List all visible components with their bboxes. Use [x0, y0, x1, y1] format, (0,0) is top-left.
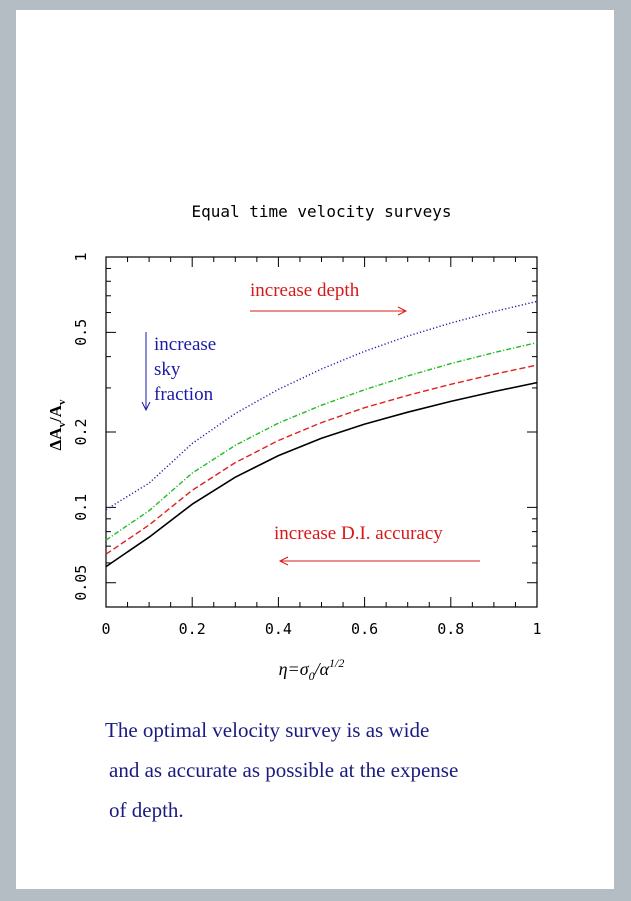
x-tick-label: 1 [532, 620, 541, 638]
y-tick-label: 1 [72, 252, 90, 261]
accuracy-arrow-head [278, 556, 289, 566]
series-line-3 [105, 364, 538, 555]
x-tick-label: 0.2 [179, 620, 206, 638]
x-tick-label: 0.6 [351, 620, 378, 638]
x-tick-label: 0 [101, 620, 110, 638]
depth-arrow-head [397, 306, 408, 316]
x-tick-label: 0.8 [437, 620, 464, 638]
y-tick-label: 0.05 [72, 565, 90, 601]
chart: Equal time velocity surveys 0 0.2 0.4 0.6 0.8… [46, 202, 542, 683]
caption-line-2: and as accurate as possible at the expen… [109, 758, 459, 782]
plot-frame [105, 256, 538, 608]
annotation-sky-line-1: increase [154, 334, 216, 355]
series-line-2 [105, 341, 538, 541]
y-tick-label: 0.5 [72, 319, 90, 346]
x-axis-label: η=σ0/α1/2 [279, 656, 345, 683]
caption-line-3: of depth. [109, 798, 184, 822]
annotation-sky-line-3: fraction [154, 384, 214, 405]
y-axis-label: ΔAv/Av [46, 399, 68, 450]
x-tick-label: 0.4 [265, 620, 292, 638]
chart-title: Equal time velocity surveys [191, 202, 451, 221]
annotation-increase-depth: increase depth [250, 280, 360, 301]
y-tick-label: 0.1 [72, 494, 90, 521]
sky-arrow-head [141, 401, 151, 412]
page: Equal time velocity surveys 0 0.2 0.4 0.6 0.8… [16, 10, 614, 889]
annotation-increase-accuracy: increase D.I. accuracy [274, 523, 443, 544]
y-tick-label: 0.2 [72, 418, 90, 445]
caption-line-1: The optimal velocity survey is as wide [105, 718, 430, 742]
series-line-1 [105, 300, 538, 511]
annotation-sky-line-2: sky [154, 359, 181, 380]
series-line-4 [105, 381, 538, 568]
